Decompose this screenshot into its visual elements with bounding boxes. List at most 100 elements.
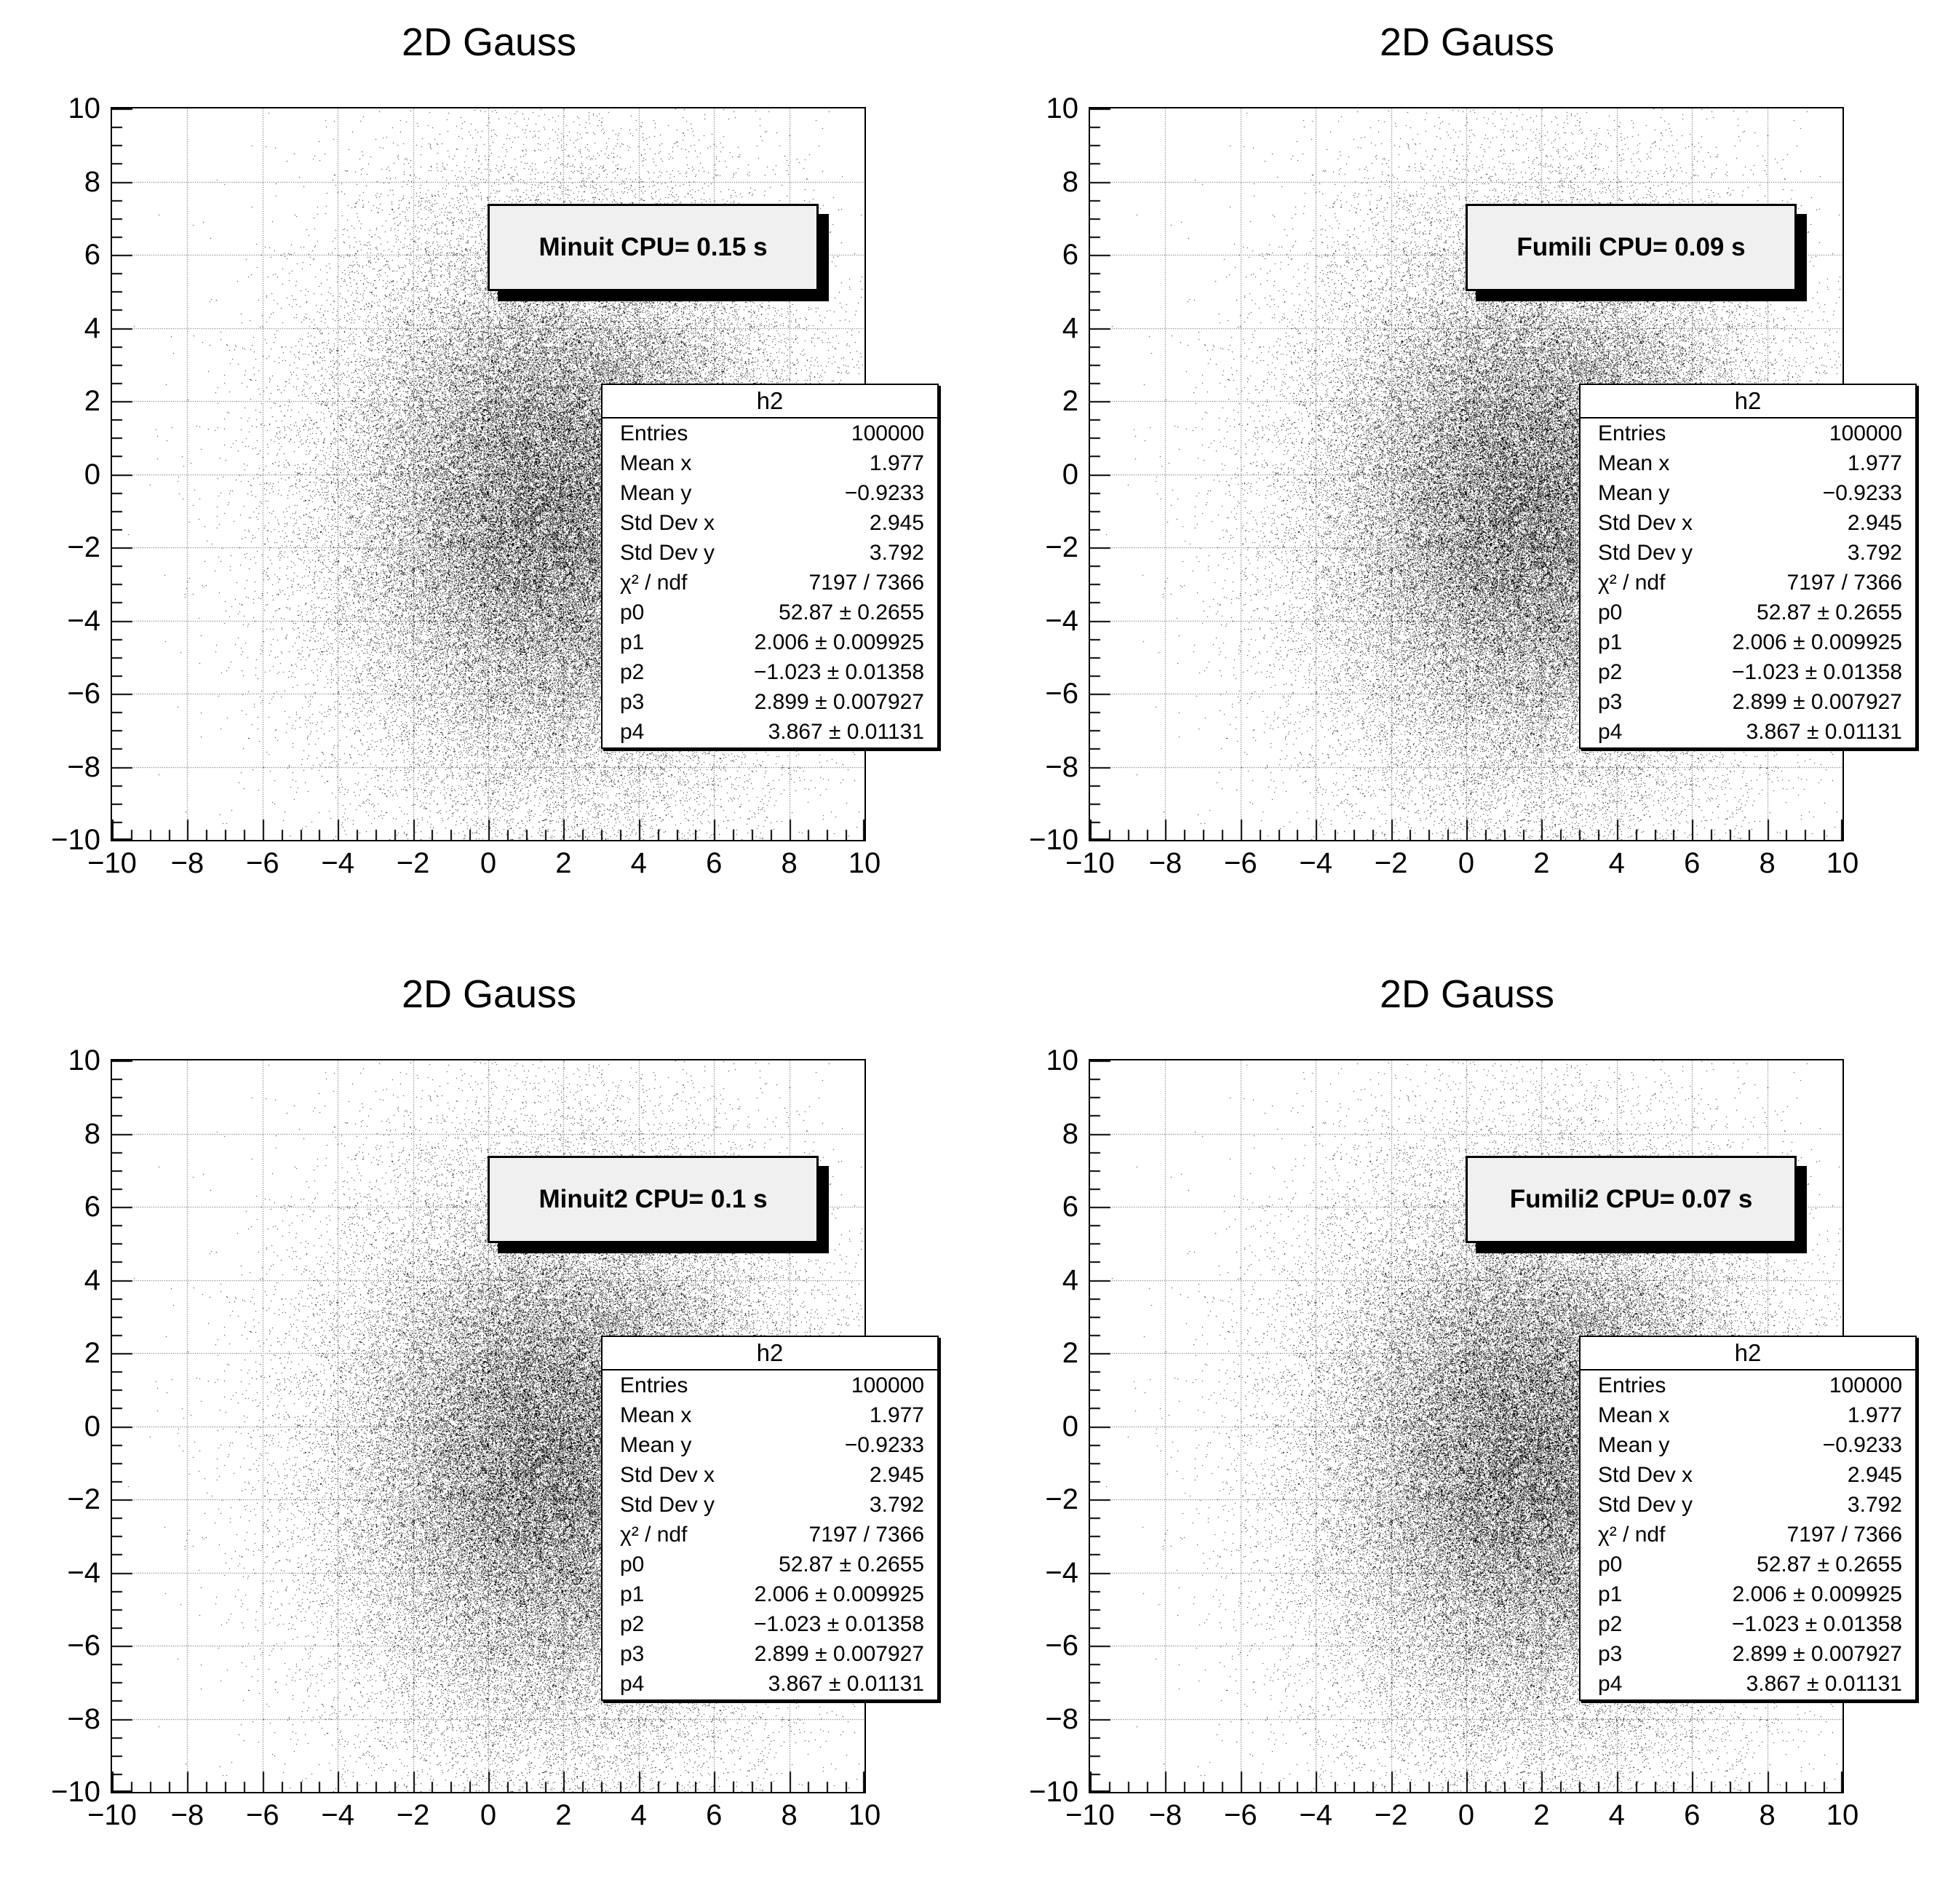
fit-cpu-label: Fumili CPU= 0.09 s xyxy=(1466,204,1797,291)
stats-row-value: 3.867 ± 0.01131 xyxy=(1746,720,1902,745)
x-tick-label: −10 xyxy=(87,847,137,879)
stats-row-value: 2.945 xyxy=(1847,510,1902,535)
x-tick-label: 2 xyxy=(555,847,572,879)
stats-row: Std Dev x 2.945 xyxy=(603,1460,937,1490)
y-tick-label: 2 xyxy=(1062,385,1078,417)
x-tick-label: −6 xyxy=(245,847,279,879)
stats-row-value: 1.977 xyxy=(1847,451,1902,475)
stats-row-value: 7197 / 7366 xyxy=(808,571,924,595)
stats-row-label: p0 xyxy=(1598,600,1623,625)
stats-row-label: p0 xyxy=(620,600,645,625)
stats-row-label: Entries xyxy=(620,421,688,445)
stats-row-value: 7197 / 7366 xyxy=(808,1523,924,1547)
y-tick-label: 6 xyxy=(84,239,100,271)
stats-row: Std Dev x 2.945 xyxy=(603,508,937,538)
stats-row-value: 100000 xyxy=(1829,1373,1902,1397)
stats-box-rows: Entries 100000 Mean x 1.977 Mean y −0.9233 Std… xyxy=(603,419,937,747)
stats-row-value: −1.023 ± 0.01358 xyxy=(753,1612,924,1637)
stats-row-label: Std Dev y xyxy=(620,540,715,565)
y-tick-label: −8 xyxy=(67,750,100,783)
stats-row-value: −0.9233 xyxy=(844,480,924,505)
y-tick-label: −6 xyxy=(67,1630,100,1662)
stats-row: p1 2.006 ± 0.009925 xyxy=(603,1580,937,1610)
stats-row: χ² / ndf 7197 / 7366 xyxy=(1581,1520,1915,1550)
stats-row-label: p2 xyxy=(620,660,645,685)
y-tick-label: −10 xyxy=(1029,1776,1078,1808)
x-tick-label: 4 xyxy=(630,1799,647,1831)
stats-row: p2 −1.023 ± 0.01358 xyxy=(1581,658,1915,688)
stats-row-label: p4 xyxy=(1598,1672,1623,1697)
stats-row-value: 52.87 ± 0.2655 xyxy=(779,600,924,625)
stats-row-label: p4 xyxy=(620,1672,645,1697)
stats-row-value: 2.006 ± 0.009925 xyxy=(1732,630,1902,655)
y-tick-label: 0 xyxy=(1062,1410,1078,1443)
y-tick-label: −6 xyxy=(1045,1630,1078,1662)
stats-row-label: p2 xyxy=(1598,660,1623,685)
stats-row: Mean y −0.9233 xyxy=(603,1430,937,1460)
stats-row-label: Mean y xyxy=(1598,1432,1670,1457)
stats-row-value: 3.792 xyxy=(869,540,924,565)
stats-row-value: 52.87 ± 0.2655 xyxy=(1757,600,1902,625)
stats-row-value: −0.9233 xyxy=(1822,480,1902,505)
stats-row-label: p1 xyxy=(1598,630,1623,655)
x-tick-label: −4 xyxy=(1299,1799,1332,1831)
stats-box-title: h2 xyxy=(1581,385,1915,419)
stats-row: Std Dev y 3.792 xyxy=(603,1490,937,1520)
y-tick-label: 8 xyxy=(1062,165,1078,198)
stats-box-rows: Entries 100000 Mean x 1.977 Mean y −0.9233 Std… xyxy=(1581,419,1915,747)
stats-row-value: 3.867 ± 0.01131 xyxy=(1746,1672,1902,1697)
stats-row: Entries 100000 xyxy=(1581,1371,1915,1400)
x-tick-label: 0 xyxy=(1458,847,1475,879)
y-tick-label: 0 xyxy=(1062,458,1078,491)
y-tick-label: 2 xyxy=(84,1337,100,1369)
x-tick-label: 2 xyxy=(1533,1799,1550,1831)
pad-4: 2D Gauss −10 −8 −6 −4 −2 0 2 4 6 8 10 −10 −8 −6 −4 −2 0… xyxy=(978,952,1956,1904)
y-tick-label: 8 xyxy=(84,1117,100,1150)
stats-row: Entries 100000 xyxy=(603,419,937,448)
y-tick-label: −4 xyxy=(1045,604,1078,637)
y-tick-label: 4 xyxy=(84,312,100,344)
plot-title: 2D Gauss xyxy=(1379,20,1555,64)
stats-row-label: p3 xyxy=(620,690,645,715)
stats-row: Mean x 1.977 xyxy=(603,448,937,478)
y-tick-label: −2 xyxy=(1045,531,1078,563)
stats-row-value: 2.006 ± 0.009925 xyxy=(1732,1582,1902,1607)
stats-row-value: 2.899 ± 0.007927 xyxy=(1732,690,1902,715)
y-tick-label: 0 xyxy=(84,458,100,491)
stats-box-title: h2 xyxy=(1581,1337,1915,1371)
y-tick-label: 8 xyxy=(1062,1117,1078,1150)
stats-row: p4 3.867 ± 0.01131 xyxy=(603,718,937,747)
y-tick-label: 6 xyxy=(1062,1191,1078,1223)
stats-row-value: 7197 / 7366 xyxy=(1786,1523,1902,1547)
pad-2: 2D Gauss −10 −8 −6 −4 −2 0 2 4 6 8 10 −10 −8 −6 −4 −2 0… xyxy=(978,0,1956,952)
y-tick-label: 10 xyxy=(68,1044,101,1076)
pad-1: 2D Gauss −10 −8 −6 −4 −2 0 2 4 6 8 10 −10 −8 −6 −4 −2 0… xyxy=(0,0,978,952)
stats-row-label: p1 xyxy=(620,1582,645,1607)
x-tick-label: −10 xyxy=(87,1799,137,1831)
y-tick-label: −4 xyxy=(67,1556,100,1589)
x-tick-label: −8 xyxy=(170,1799,204,1831)
x-tick-label: 0 xyxy=(1458,1799,1475,1831)
x-tick-label: 10 xyxy=(1826,847,1859,879)
y-tick-label: 2 xyxy=(1062,1337,1078,1369)
stats-row-value: 2.945 xyxy=(869,510,924,535)
x-tick-label: 8 xyxy=(781,1799,798,1831)
stats-row-label: p1 xyxy=(1598,1582,1623,1607)
x-tick-label: −8 xyxy=(1148,847,1182,879)
stats-row: Mean x 1.977 xyxy=(1581,1400,1915,1430)
y-tick-label: 6 xyxy=(84,1191,100,1223)
stats-row: p0 52.87 ± 0.2655 xyxy=(603,598,937,628)
stats-row-label: p1 xyxy=(620,630,645,655)
y-tick-label: 10 xyxy=(1046,92,1079,124)
stats-row-value: 2.899 ± 0.007927 xyxy=(754,690,924,715)
stats-row: χ² / ndf 7197 / 7366 xyxy=(1581,568,1915,598)
y-tick-label: 10 xyxy=(68,92,101,124)
stats-row-value: 100000 xyxy=(851,421,924,445)
stats-row: Std Dev x 2.945 xyxy=(1581,508,1915,538)
y-tick-label: −2 xyxy=(67,531,100,563)
pad-3: 2D Gauss −10 −8 −6 −4 −2 0 2 4 6 8 10 −10 −8 −6 −4 −2 0… xyxy=(0,952,978,1904)
x-tick-label: 8 xyxy=(1759,847,1776,879)
y-tick-label: −8 xyxy=(67,1702,100,1735)
y-tick-label: −10 xyxy=(1029,824,1078,856)
